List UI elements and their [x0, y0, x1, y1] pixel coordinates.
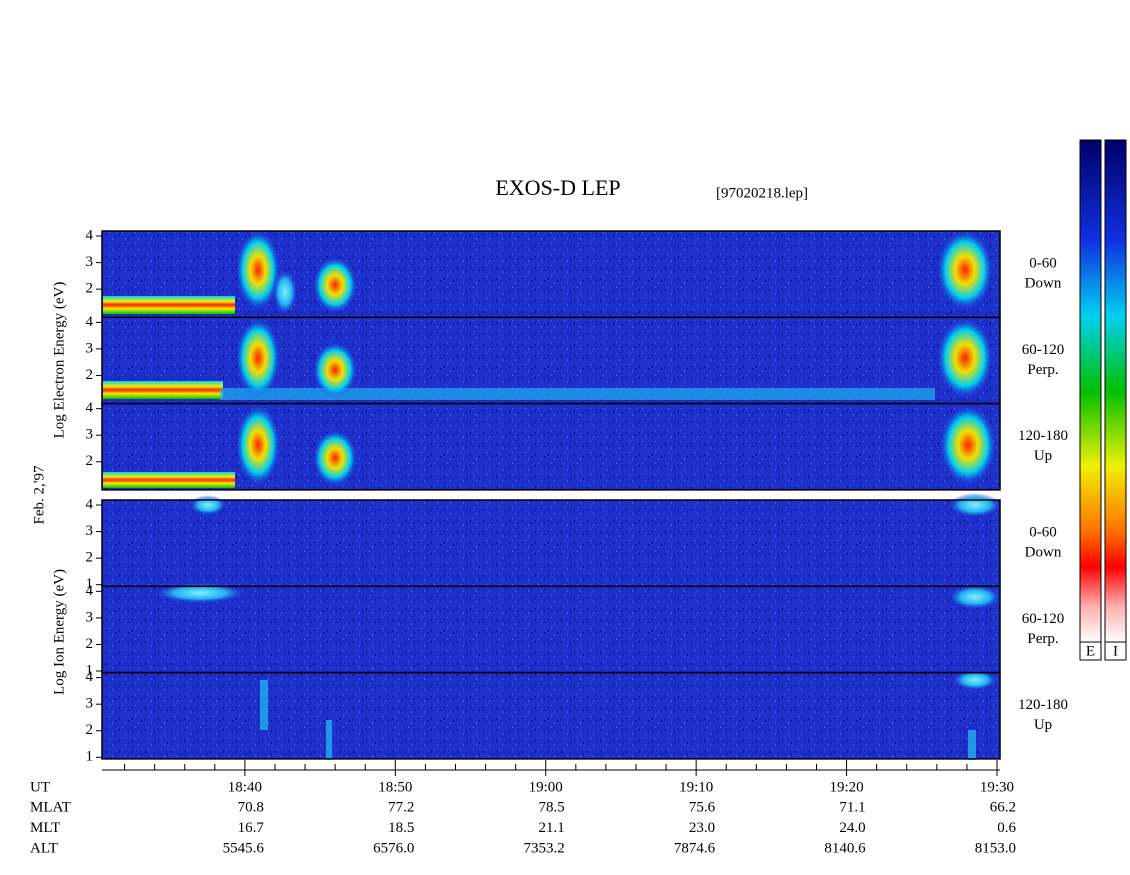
x-tick-label: 19:30: [980, 779, 1014, 795]
ephemeris-value: 21.1: [538, 820, 564, 836]
x-tick-label: 19:20: [829, 779, 863, 795]
spectrogram-panel: [102, 586, 1000, 673]
ephemeris-value: 23.0: [689, 820, 715, 836]
y-tick-label: 4: [86, 583, 94, 599]
y-tick-label: 1: [86, 662, 94, 678]
spectrogram-panel: [102, 672, 1000, 759]
y-tick-label: 4: [86, 669, 94, 685]
panel-label: 120-180: [1018, 697, 1068, 713]
ephemeris-value: 77.2: [388, 799, 414, 815]
y-tick-label: 2: [86, 367, 94, 383]
time-label: UT: [30, 779, 50, 795]
y-tick-label: 4: [86, 314, 94, 330]
ephemeris-value: 70.8: [238, 799, 264, 815]
y-tick-label: 3: [86, 609, 94, 625]
ephemeris-name: ALT: [30, 840, 58, 856]
panel-label: Up: [1034, 448, 1052, 464]
panel-label: Perp.: [1027, 362, 1058, 378]
x-tick-label: 18:40: [228, 779, 262, 795]
y-tick-label: 2: [86, 281, 94, 297]
y-tick-label: 3: [86, 523, 94, 539]
y-tick-label: 1: [86, 576, 94, 592]
y-tick-label: 2: [86, 636, 94, 652]
spectrogram-features: [103, 230, 1001, 760]
panel-label: 60-120: [1022, 342, 1065, 358]
ephemeris-value: 5545.6: [223, 840, 265, 856]
ephemeris-value: 78.5: [538, 799, 564, 815]
ephemeris-value: 75.6: [689, 799, 716, 815]
panel-label: Up: [1034, 717, 1052, 733]
y-tick-label: 4: [86, 400, 94, 416]
panel-frame: [101, 402, 1001, 491]
ephemeris-value: 7353.2: [523, 840, 564, 856]
y-tick-label: 2: [86, 453, 94, 469]
ephemeris-value: 7874.6: [674, 840, 716, 856]
panel-label: 0-60: [1029, 525, 1057, 541]
panel-label: 60-120: [1022, 611, 1065, 627]
y-tick-label: 3: [86, 254, 94, 270]
chart-title: EXOS-D LEP: [495, 175, 620, 200]
panel-frame: [101, 671, 1001, 760]
spectrogram-panel: [102, 500, 1000, 587]
panel-label: Down: [1025, 545, 1062, 561]
ephemeris-value: 8153.0: [975, 840, 1016, 856]
ephemeris-name: MLT: [30, 820, 60, 836]
ephemeris-value: 8140.6: [824, 840, 866, 856]
y-tick-label: 3: [86, 340, 94, 356]
ephemeris-value: 18.5: [388, 820, 414, 836]
ephemeris-value: 16.7: [238, 820, 265, 836]
ion-axis-label: Log Ion Energy (eV): [51, 569, 67, 695]
spectrogram-panels: [102, 231, 1000, 759]
x-tick-label: 19:00: [529, 779, 563, 795]
electron-axis-label: Log Electron Energy (eV): [51, 282, 67, 439]
ephemeris-value: 71.1: [839, 799, 865, 815]
file-label: [97020218.lep]: [716, 185, 808, 201]
ephemeris-value: 6576.0: [373, 840, 414, 856]
panel-label: Perp.: [1027, 631, 1058, 647]
panel-label: 0-60: [1029, 256, 1057, 272]
ephemeris-value: 66.2: [990, 799, 1016, 815]
colorbar-label: E: [1086, 643, 1095, 659]
colorbars: E I: [1079, 139, 1127, 661]
y-tick-label: 2: [86, 550, 94, 566]
x-tick-label: 19:10: [679, 779, 713, 795]
panel-label: 120-180: [1018, 428, 1068, 444]
ephemeris-value: 24.0: [839, 820, 865, 836]
panel-label: Down: [1025, 276, 1062, 292]
y-tick-label: 3: [86, 696, 94, 712]
y-tick-label: 4: [86, 227, 94, 243]
x-tick-label: 18:50: [378, 779, 412, 795]
panel-frames: [101, 230, 1001, 760]
date-label: Feb. 2,'97: [31, 465, 47, 524]
y-tick-label: 1: [86, 749, 94, 765]
ephemeris-name: MLAT: [30, 799, 71, 815]
y-tick-label: 2: [86, 722, 94, 738]
y-tick-label: 3: [86, 427, 94, 443]
ephemeris-value: 0.6: [997, 820, 1016, 836]
colorbar-label: I: [1113, 643, 1118, 659]
y-tick-label: 4: [86, 496, 94, 512]
